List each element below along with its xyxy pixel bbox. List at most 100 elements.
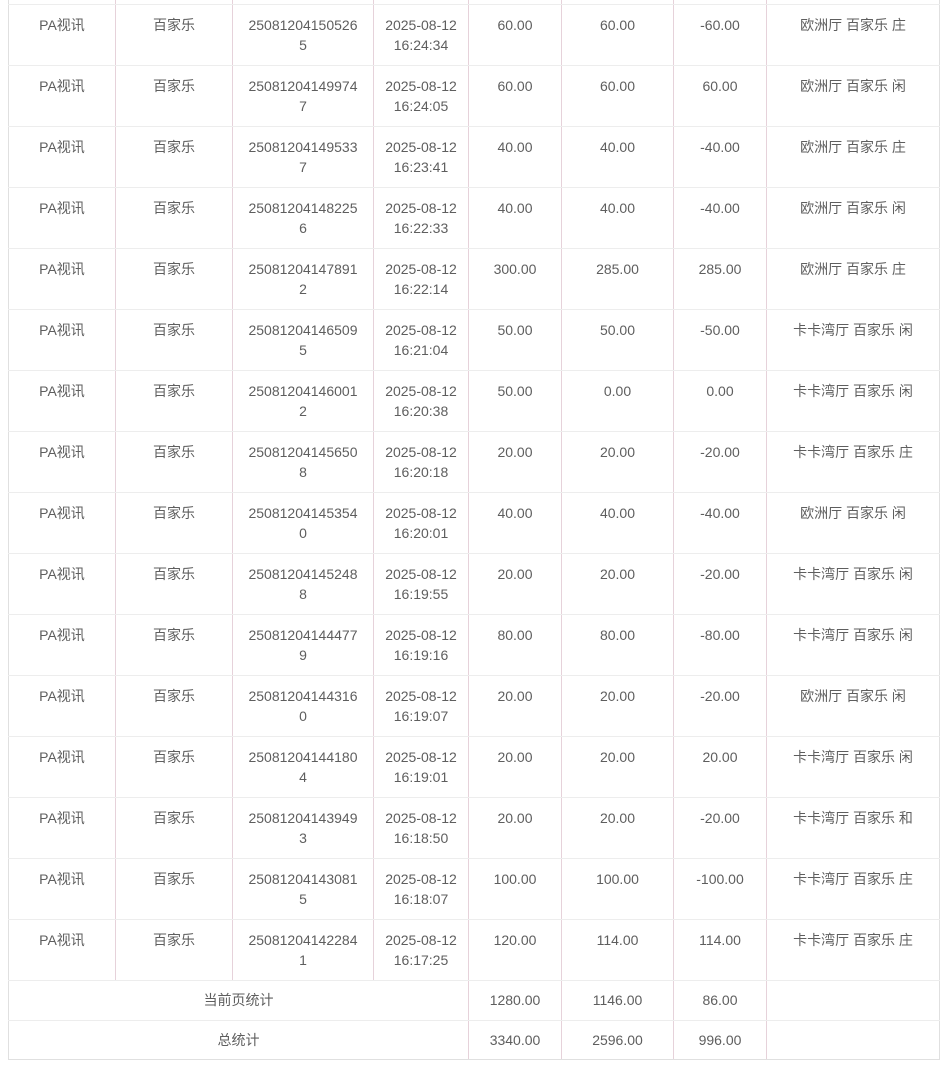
table-footer: 当前页统计 1280.00 1146.00 86.00 总统计 3340.00 … [8,980,940,1060]
cell-time: 2025-08-12 16:24:34 [373,4,469,66]
cell-time: 2025-08-12 16:18:07 [373,858,469,920]
cell-time: 2025-08-12 16:20:18 [373,431,469,493]
table-row: PA视讯 百家乐 250812041499747 2025-08-12 16:24:0… [8,65,940,127]
cell-detail: 欧洲厅 百家乐 庄 [766,248,940,310]
cell-win-loss: 285.00 [673,248,767,310]
cell-empty [8,0,116,5]
cell-win-loss: -20.00 [673,797,767,859]
cell-time: 2025-08-12 16:23:41 [373,126,469,188]
table-row: PA视讯 百家乐 250812041465095 2025-08-12 16:21:0… [8,309,940,371]
cell-bet-amount: 60.00 [468,4,562,66]
table-row: PA视讯 百家乐 250812041482256 2025-08-12 16:22:3… [8,187,940,249]
cell-bet-amount: 50.00 [468,309,562,371]
cell-win-loss: -40.00 [673,187,767,249]
cell-detail: 卡卡湾厅 百家乐 庄 [766,919,940,981]
cell-win-loss: -20.00 [673,431,767,493]
cell-win-loss: -20.00 [673,553,767,615]
cell-empty [373,0,469,5]
cell-valid-amount: 20.00 [561,736,674,798]
cell-game: 百家乐 [115,248,233,310]
cell-bet-amount: 40.00 [468,126,562,188]
cell-platform: PA视讯 [8,797,116,859]
cell-time: 2025-08-12 16:21:04 [373,309,469,371]
cell-bet-amount: 20.00 [468,431,562,493]
cell-order-no: 250812041439493 [232,797,374,859]
cell-valid-amount: 100.00 [561,858,674,920]
cell-platform: PA视讯 [8,736,116,798]
total-summary-valid-amount: 2596.00 [561,1020,674,1060]
cell-bet-amount: 20.00 [468,797,562,859]
cell-platform: PA视讯 [8,553,116,615]
cell-bet-amount: 60.00 [468,65,562,127]
cell-platform: PA视讯 [8,248,116,310]
cell-valid-amount: 20.00 [561,431,674,493]
cell-game: 百家乐 [115,4,233,66]
cell-detail: 欧洲厅 百家乐 闲 [766,492,940,554]
cell-time: 2025-08-12 16:19:07 [373,675,469,737]
cell-order-no: 250812041499747 [232,65,374,127]
cell-platform: PA视讯 [8,858,116,920]
cell-detail: 卡卡湾厅 百家乐 闲 [766,614,940,676]
cell-time: 2025-08-12 16:20:01 [373,492,469,554]
cell-time: 2025-08-12 16:18:50 [373,797,469,859]
cell-valid-amount: 285.00 [561,248,674,310]
table-row: PA视讯 百家乐 250812041422841 2025-08-12 16:17:2… [8,919,940,981]
page-summary-win-loss: 86.00 [673,980,767,1021]
cell-detail: 卡卡湾厅 百家乐 庄 [766,858,940,920]
cell-game: 百家乐 [115,919,233,981]
table-row: PA视讯 百家乐 250812041505265 2025-08-12 16:24:3… [8,4,940,66]
cell-win-loss: 60.00 [673,65,767,127]
cell-order-no: 250812041444779 [232,614,374,676]
cell-platform: PA视讯 [8,492,116,554]
cell-time: 2025-08-12 16:19:16 [373,614,469,676]
cell-game: 百家乐 [115,431,233,493]
cell-win-loss: -60.00 [673,4,767,66]
cell-detail: 卡卡湾厅 百家乐 闲 [766,370,940,432]
cell-empty [673,0,767,5]
cell-detail: 欧洲厅 百家乐 闲 [766,65,940,127]
cell-bet-amount: 120.00 [468,919,562,981]
cell-empty [232,0,374,5]
cell-detail: 欧洲厅 百家乐 闲 [766,675,940,737]
table-row: PA视讯 百家乐 250812041453540 2025-08-12 16:20:0… [8,492,940,554]
cell-order-no: 250812041441804 [232,736,374,798]
cell-game: 百家乐 [115,370,233,432]
cell-detail: 欧洲厅 百家乐 闲 [766,187,940,249]
cell-detail: 卡卡湾厅 百家乐 闲 [766,553,940,615]
cell-game: 百家乐 [115,65,233,127]
cell-win-loss: -40.00 [673,492,767,554]
total-summary-label: 总统计 [8,1020,469,1060]
cell-order-no: 250812041460012 [232,370,374,432]
table-row: PA视讯 百家乐 250812041430815 2025-08-12 16:18:0… [8,858,940,920]
table-row: PA视讯 百家乐 250812041443160 2025-08-12 16:19:0… [8,675,940,737]
cell-game: 百家乐 [115,675,233,737]
cell-order-no: 250812041478912 [232,248,374,310]
cell-platform: PA视讯 [8,65,116,127]
table-row: PA视讯 百家乐 250812041439493 2025-08-12 16:18:5… [8,797,940,859]
cell-valid-amount: 60.00 [561,65,674,127]
cell-time: 2025-08-12 16:19:55 [373,553,469,615]
page-summary-detail [766,980,940,1021]
table-row: PA视讯 百家乐 250812041441804 2025-08-12 16:19:0… [8,736,940,798]
cell-time: 2025-08-12 16:20:38 [373,370,469,432]
cell-order-no: 250812041453540 [232,492,374,554]
cell-game: 百家乐 [115,309,233,371]
cell-platform: PA视讯 [8,370,116,432]
cell-valid-amount: 20.00 [561,797,674,859]
cell-platform: PA视讯 [8,4,116,66]
cell-game: 百家乐 [115,187,233,249]
cell-time: 2025-08-12 16:24:05 [373,65,469,127]
cell-order-no: 250812041443160 [232,675,374,737]
cell-bet-amount: 20.00 [468,675,562,737]
cell-game: 百家乐 [115,736,233,798]
cell-platform: PA视讯 [8,187,116,249]
cell-detail: 欧洲厅 百家乐 庄 [766,126,940,188]
cell-detail: 欧洲厅 百家乐 庄 [766,4,940,66]
cell-order-no: 250812041422841 [232,919,374,981]
cell-order-no: 250812041456508 [232,431,374,493]
cell-platform: PA视讯 [8,126,116,188]
cell-valid-amount: 20.00 [561,553,674,615]
cell-win-loss: 20.00 [673,736,767,798]
cell-empty [561,0,674,5]
table-row: PA视讯 百家乐 250812041444779 2025-08-12 16:19:1… [8,614,940,676]
